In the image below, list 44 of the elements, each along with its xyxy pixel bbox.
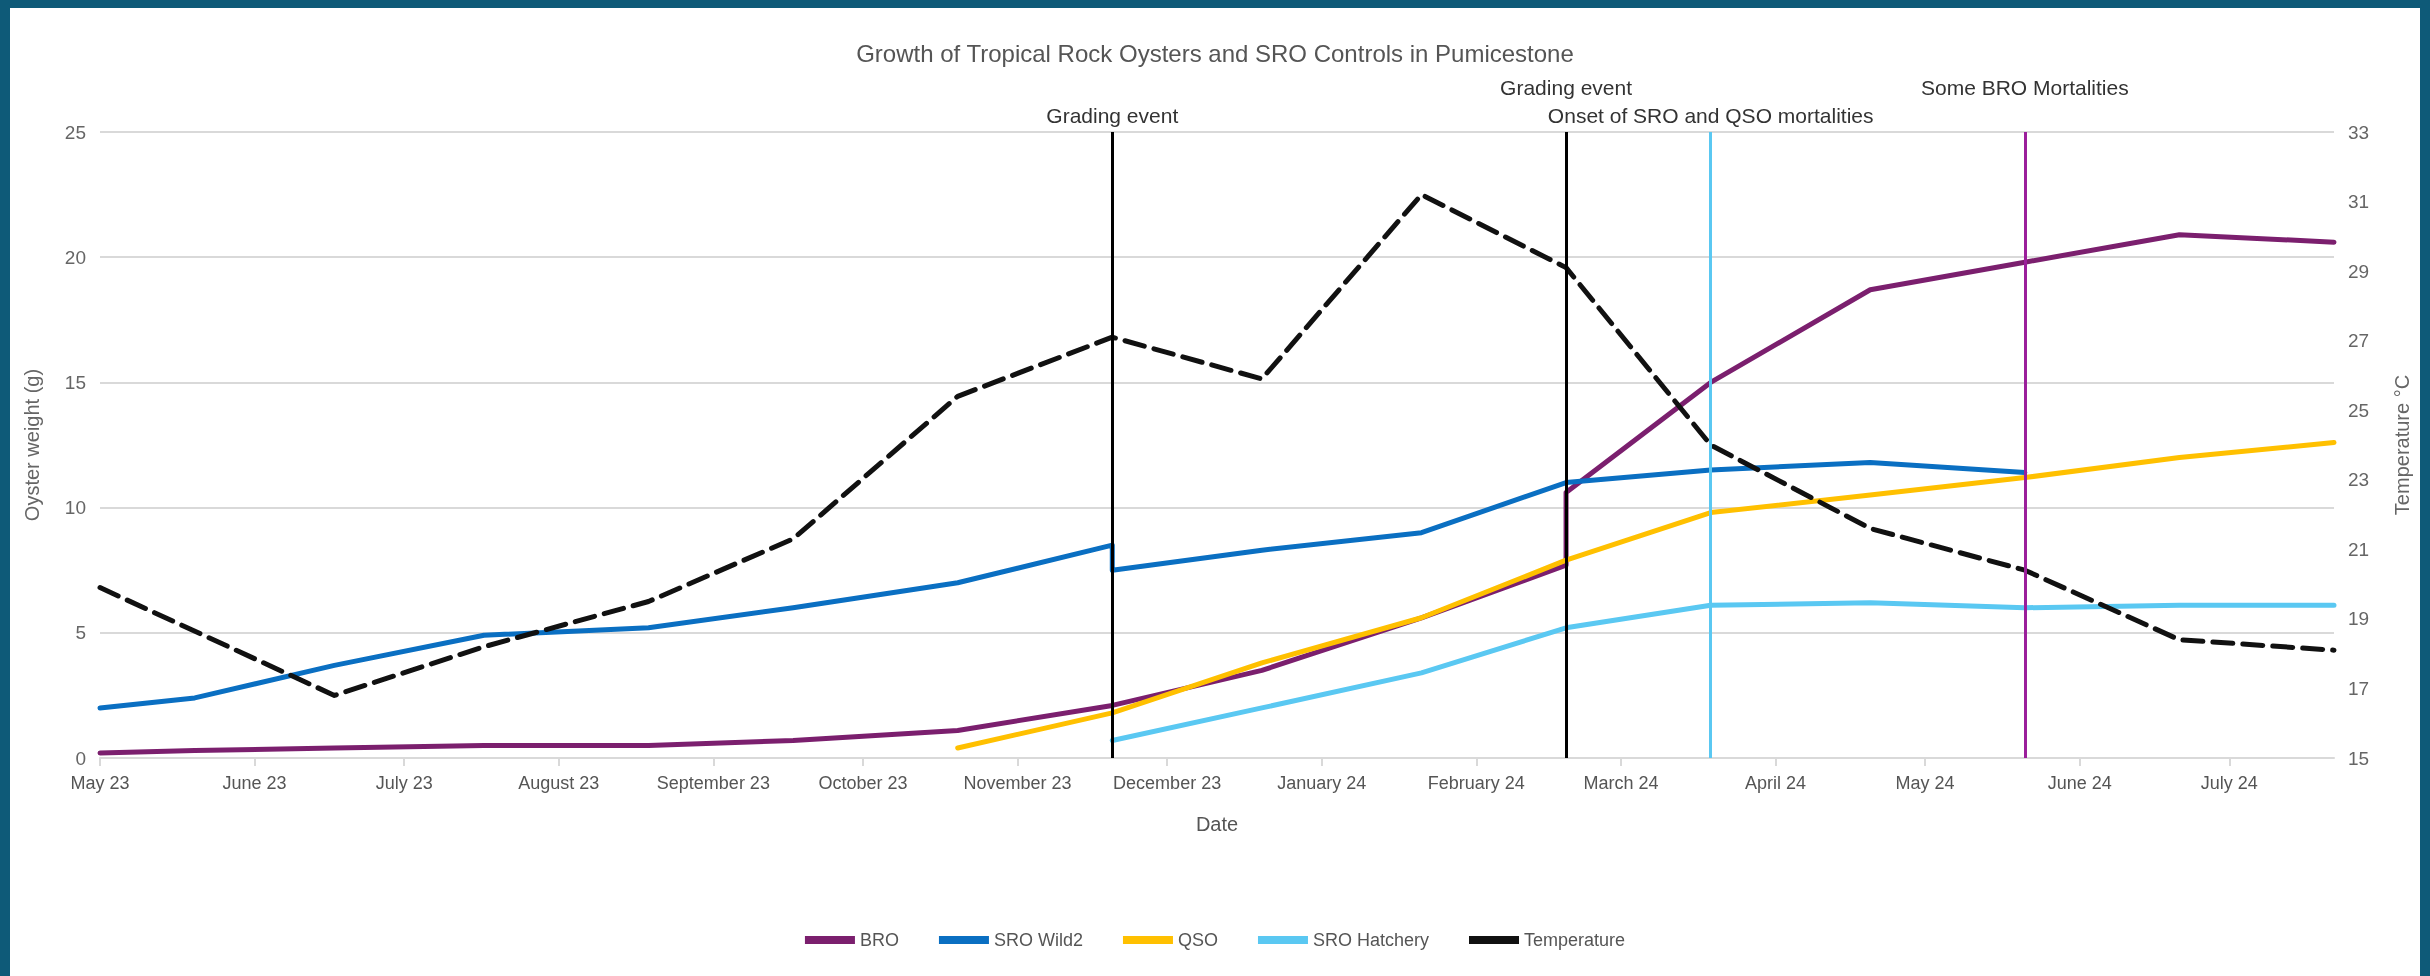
ref-line-label: Grading event <box>1046 104 1179 127</box>
x-axis-title: Date <box>1195 813 1239 835</box>
y2-tick-label: 31 <box>2348 191 2370 213</box>
x-tick-label: October 23 <box>818 773 908 793</box>
x-tick-label: July 23 <box>375 773 433 793</box>
ref-line-label: Some BRO Mortalities <box>1920 76 2129 99</box>
chart-title: Growth of Tropical Rock Oysters and SRO Controls in Pumicestone <box>856 39 1574 67</box>
legend-label: SRO Wild2 <box>993 930 1083 950</box>
y2-tick-label: 15 <box>2348 747 2370 769</box>
y-axis-title: Oyster weight (g) <box>21 368 43 522</box>
y-tick-label: 25 <box>64 121 86 143</box>
x-tick-label: April 24 <box>1744 773 1807 793</box>
x-tick-label: June 23 <box>222 773 287 793</box>
y-tick-label: 15 <box>64 371 86 393</box>
x-tick-label: February 24 <box>1427 773 1525 793</box>
x-tick-label: May 24 <box>1895 773 1955 793</box>
ref-line-label: Grading event <box>1500 76 1633 99</box>
y2-tick-label: 27 <box>2348 330 2370 352</box>
y2-tick-label: 23 <box>2348 469 2370 491</box>
y-tick-label: 10 <box>64 497 86 519</box>
y2-tick-label: 25 <box>2348 399 2370 421</box>
x-tick-label: March 24 <box>1583 773 1659 793</box>
y-tick-label: 20 <box>64 246 86 268</box>
x-tick-label: September 23 <box>656 773 770 793</box>
x-tick-label: May 23 <box>70 773 130 793</box>
legend-label: QSO <box>1177 930 1218 950</box>
y2-tick-label: 21 <box>2348 538 2370 560</box>
x-tick-label: August 23 <box>518 773 600 793</box>
y2-tick-label: 19 <box>2348 608 2370 630</box>
y-tick-label: 0 <box>75 747 86 769</box>
y-tick-label: 5 <box>75 622 86 644</box>
x-tick-label: June 24 <box>2047 773 2112 793</box>
x-tick-label: November 23 <box>963 773 1072 793</box>
x-tick-label: December 23 <box>1113 773 1222 793</box>
legend-label: SRO Hatchery <box>1312 930 1430 950</box>
y2-tick-label: 33 <box>2348 121 2370 143</box>
y2-tick-label: 17 <box>2348 677 2370 699</box>
ref-line-label: Onset of SRO and QSO mortalities <box>1547 104 1874 127</box>
y2-axis-title: Temperature °C <box>2391 374 2413 516</box>
x-tick-label: January 24 <box>1277 773 1367 793</box>
legend-label: BRO <box>859 930 899 950</box>
x-tick-label: July 24 <box>2200 773 2258 793</box>
y2-tick-label: 29 <box>2348 260 2370 282</box>
legend-label: Temperature <box>1524 930 1626 950</box>
